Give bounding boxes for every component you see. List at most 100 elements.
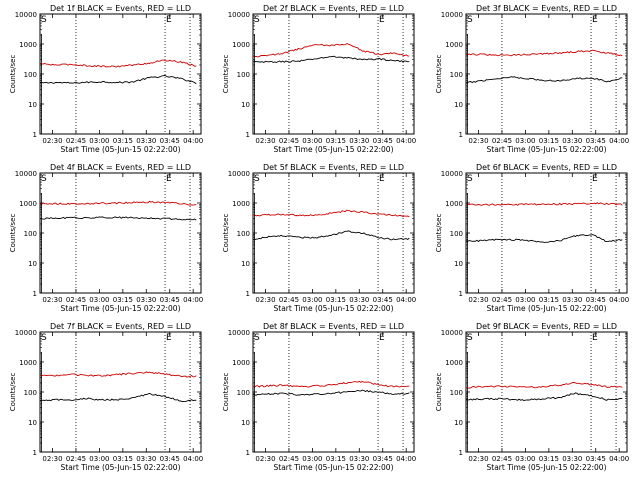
end-marker: E — [166, 333, 172, 343]
y-tick-label: 10000 — [441, 11, 463, 19]
start-marker: S — [467, 15, 473, 25]
series-events-line — [39, 74, 197, 85]
y-tick-label: 1 — [33, 290, 37, 298]
panel-7: Det 7f BLACK = Events, RED = LLD 1 10 100 10… — [9, 322, 203, 472]
x-tick-label: 03:00 — [302, 296, 322, 304]
x-axis-label: Start Time (05-Jun-15 02:22:00) — [274, 145, 394, 154]
panel-title: Det 4f BLACK = Events, RED = LLD — [50, 163, 191, 172]
x-axis-label: Start Time (05-Jun-15 02:22:00) — [61, 145, 181, 154]
start-marker: S — [467, 174, 473, 184]
x-tick-label: 03:00 — [89, 296, 109, 304]
x-axis-label: Start Time (05-Jun-15 02:22:00) — [487, 304, 607, 313]
y-tick-label: 1000 — [19, 41, 37, 49]
end-marker: E — [379, 174, 385, 184]
x-tick-label: 03:30 — [136, 137, 156, 145]
x-tick-label: 02:30 — [255, 137, 275, 145]
start-marker: S — [41, 333, 47, 343]
start-marker: S — [254, 15, 260, 25]
x-axis-label: Start Time (05-Jun-15 02:22:00) — [487, 463, 607, 472]
series-lld-line — [39, 200, 197, 206]
y-tick-label: 10 — [241, 101, 250, 109]
series-lld-line — [39, 371, 197, 378]
x-tick-label: 03:00 — [302, 137, 322, 145]
x-tick-label: 04:00 — [609, 455, 629, 463]
y-tick-label: 10000 — [15, 170, 37, 178]
y-tick-label: 10 — [454, 101, 463, 109]
y-tick-label: 1 — [33, 131, 37, 139]
x-tick-label: 03:45 — [373, 455, 393, 463]
y-axis-label: Counts/sec — [9, 55, 17, 94]
y-axis-label: Counts/sec — [222, 55, 230, 94]
x-tick-label: 03:00 — [515, 296, 535, 304]
x-tick-label: 02:45 — [279, 137, 299, 145]
y-axis-label: Counts/sec — [222, 373, 230, 412]
x-tick-label: 02:45 — [66, 137, 86, 145]
series-events-line — [252, 230, 410, 241]
plot-frame — [39, 13, 202, 135]
panel-1: Det 1f BLACK = Events, RED = LLD 1 10 100 10… — [9, 4, 203, 154]
y-tick-label: 1 — [246, 131, 250, 139]
plot-frame — [39, 172, 202, 294]
panel-title: Det 8f BLACK = Events, RED = LLD — [263, 322, 404, 331]
panel-9: Det 9f BLACK = Events, RED = LLD 1 10 100 10… — [435, 322, 629, 472]
y-tick-label: 10 — [454, 419, 463, 427]
x-tick-label: 02:45 — [492, 296, 512, 304]
x-tick-label: 02:30 — [42, 137, 62, 145]
x-tick-label: 03:15 — [326, 455, 346, 463]
x-tick-label: 02:45 — [66, 455, 86, 463]
series-lld-line — [252, 43, 410, 58]
series-lld-line — [252, 380, 410, 388]
series-lld-line — [252, 209, 410, 218]
y-tick-label: 1000 — [232, 200, 250, 208]
y-tick-label: 10000 — [15, 11, 37, 19]
x-axis-label: Start Time (05-Jun-15 02:22:00) — [61, 463, 181, 472]
panel-8: Det 8f BLACK = Events, RED = LLD 1 10 100 10… — [222, 322, 416, 472]
x-tick-label: 03:30 — [349, 137, 369, 145]
panel-title: Det 9f BLACK = Events, RED = LLD — [476, 322, 617, 331]
series-lld-line — [465, 381, 623, 389]
y-tick-label: 100 — [450, 71, 463, 79]
x-axis-label: Start Time (05-Jun-15 02:22:00) — [61, 304, 181, 313]
x-tick-label: 03:15 — [113, 137, 133, 145]
panel-4: Det 4f BLACK = Events, RED = LLD 1 10 100 10… — [9, 163, 203, 313]
panel-title: Det 6f BLACK = Events, RED = LLD — [476, 163, 617, 172]
plot-frame — [252, 172, 415, 294]
panel-title: Det 7f BLACK = Events, RED = LLD — [50, 322, 191, 331]
x-tick-label: 03:45 — [586, 455, 606, 463]
series-lld-line — [39, 59, 197, 68]
x-tick-label: 03:30 — [562, 137, 582, 145]
panel-5: Det 5f BLACK = Events, RED = LLD 1 10 100 10… — [222, 163, 416, 313]
y-tick-label: 100 — [24, 389, 37, 397]
x-tick-label: 02:45 — [279, 455, 299, 463]
y-tick-label: 10000 — [441, 170, 463, 178]
x-tick-label: 03:00 — [89, 455, 109, 463]
y-tick-label: 100 — [450, 230, 463, 238]
x-tick-label: 03:15 — [539, 455, 559, 463]
x-axis-label: Start Time (05-Jun-15 02:22:00) — [274, 304, 394, 313]
x-axis-label: Start Time (05-Jun-15 02:22:00) — [274, 463, 394, 472]
y-tick-label: 100 — [450, 389, 463, 397]
y-tick-label: 10 — [28, 260, 37, 268]
y-tick-label: 10 — [241, 419, 250, 427]
y-tick-label: 100 — [237, 71, 250, 79]
y-tick-label: 10 — [28, 419, 37, 427]
x-tick-label: 03:45 — [373, 296, 393, 304]
x-tick-label: 04:00 — [609, 137, 629, 145]
y-axis-label: Counts/sec — [435, 373, 443, 412]
panel-2: Det 2f BLACK = Events, RED = LLD 1 10 100 10… — [222, 4, 416, 154]
x-tick-label: 03:15 — [113, 455, 133, 463]
x-tick-label: 04:00 — [396, 455, 416, 463]
x-tick-label: 03:00 — [89, 137, 109, 145]
x-tick-label: 02:30 — [42, 296, 62, 304]
x-tick-label: 03:30 — [136, 455, 156, 463]
end-marker: E — [379, 15, 385, 25]
start-marker: S — [254, 333, 260, 343]
x-tick-label: 02:45 — [66, 296, 86, 304]
y-tick-label: 1 — [246, 449, 250, 457]
start-marker: S — [254, 174, 260, 184]
x-tick-label: 03:30 — [136, 296, 156, 304]
x-tick-label: 03:45 — [586, 137, 606, 145]
series-events-line — [39, 216, 197, 221]
y-tick-label: 10000 — [15, 329, 37, 337]
x-tick-label: 04:00 — [396, 296, 416, 304]
